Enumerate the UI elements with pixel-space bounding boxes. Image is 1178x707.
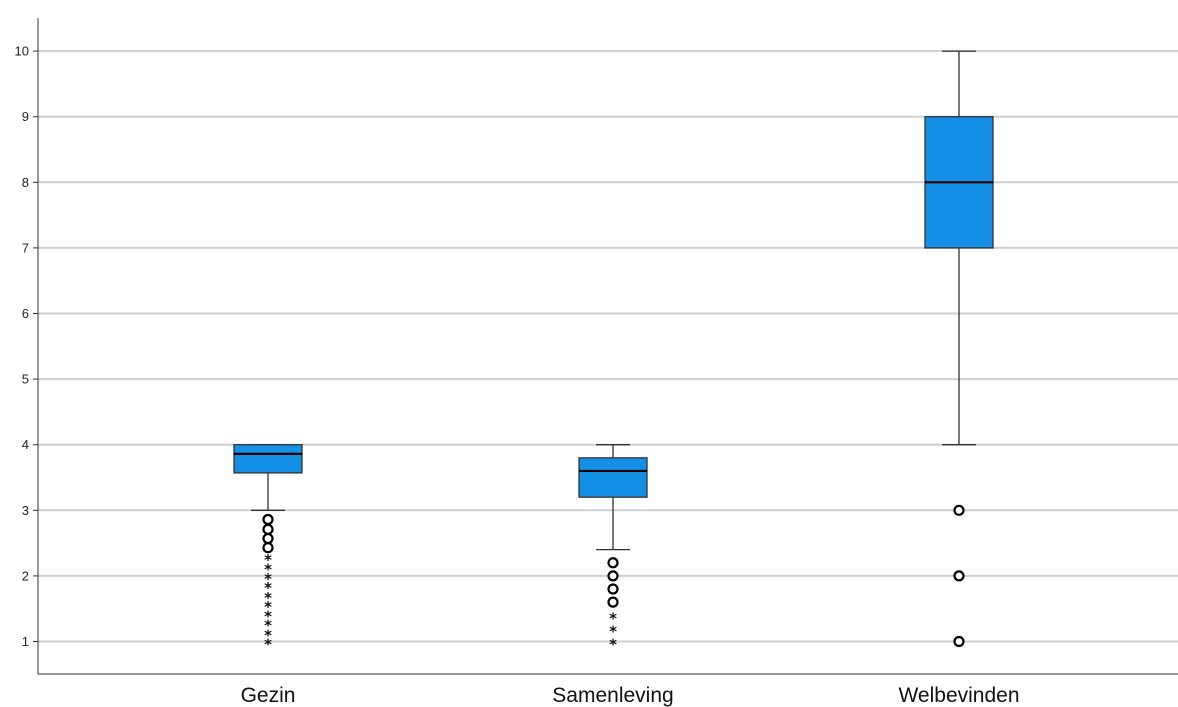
extreme-point: * [264,561,272,579]
iqr-box [578,457,648,498]
extreme-point: * [264,636,272,654]
outlier-point [607,570,619,582]
y-tick-label: 2 [22,568,29,583]
extreme-point: * [264,579,272,597]
x-category-label: Welbevinden [898,684,1019,707]
axes [33,18,1178,675]
outlier-point [607,596,619,608]
y-tick-label: 5 [22,372,29,387]
y-tick-label: 9 [22,109,29,124]
y-tick-label: 7 [22,240,29,255]
outlier-point [262,513,274,526]
outlier-point [607,583,619,595]
outlier-point [953,635,965,648]
extreme-point: * [264,570,272,588]
x-category-label: Gezin [241,684,296,707]
box-welbevinden [924,50,994,648]
extreme-point: * [609,622,617,640]
outlier-point [953,570,965,582]
y-tick-label: 6 [22,306,29,321]
box-gezin: ********** [233,444,303,654]
extreme-point: * [264,598,272,616]
labels: 1 2 3 4 5 6 7 8 9 10 Gezin Samenleving Welbevinden [15,44,1020,707]
extreme-point: * [609,636,617,654]
extreme-point: * [609,609,617,627]
y-tick-label: 4 [22,437,29,452]
outlier-point [262,523,274,535]
boxes: ************* [233,50,994,654]
extreme-point: * [264,616,272,634]
box-samenleving: *** [578,444,648,654]
extreme-point: * [264,626,272,644]
y-tick-label: 10 [15,44,29,59]
iqr-box [233,444,303,474]
extreme-point: * [264,607,272,625]
outlier-point [262,532,274,545]
x-category-label: Samenleving [552,684,673,707]
outlier-point [607,557,619,569]
y-tick-label: 3 [22,503,29,518]
y-tick-label: 1 [22,634,29,649]
outlier-point [262,542,274,554]
gridlines [38,50,1178,643]
y-tick-label: 8 [22,175,29,190]
extreme-point: * [264,589,272,607]
extreme-point: * [264,551,272,569]
outlier-point [953,504,965,516]
